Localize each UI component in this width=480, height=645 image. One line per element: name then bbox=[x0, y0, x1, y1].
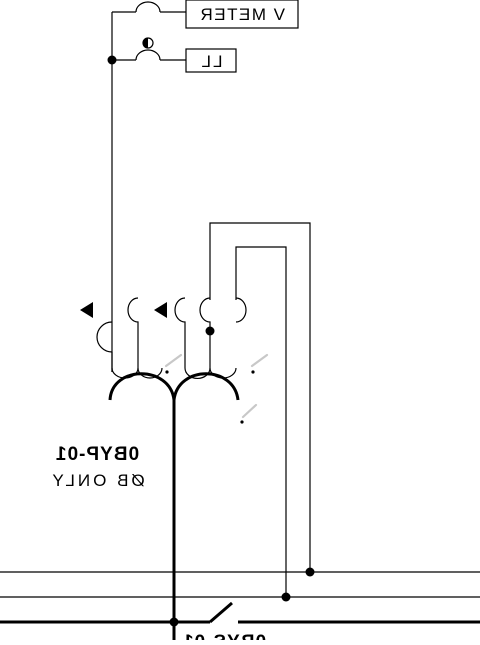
coil-1 bbox=[127, 297, 139, 368]
ground-mark-3 bbox=[241, 403, 258, 419]
ll-label: LL bbox=[200, 52, 223, 71]
ground-mark-1 bbox=[164, 353, 183, 368]
left-ct-leg bbox=[96, 321, 113, 353]
half-moon-symbol bbox=[142, 37, 154, 49]
bus-junction-dot-1 bbox=[305, 567, 315, 577]
coil-junction-dot bbox=[205, 326, 215, 336]
ct-arrow-left bbox=[80, 302, 93, 318]
ground-marks bbox=[164, 353, 269, 419]
bus-junction-dot-2 bbox=[281, 592, 291, 602]
coil-4 bbox=[235, 297, 247, 323]
v-meter-label: V METER bbox=[199, 5, 285, 24]
transformer-winding-right bbox=[172, 372, 240, 401]
meter-coil-arc bbox=[135, 1, 161, 13]
ct-arrow-middle bbox=[154, 302, 167, 318]
ground-mark-2 bbox=[250, 353, 269, 368]
bus-lines bbox=[0, 571, 480, 598]
coil-3 bbox=[199, 297, 211, 368]
meter-junction-dot bbox=[107, 55, 117, 65]
transformer-0byp-01 bbox=[108, 372, 240, 640]
right-inner-loop bbox=[235, 246, 287, 597]
loop-join-2 bbox=[137, 367, 163, 379]
breaker-blade bbox=[209, 601, 233, 624]
transformer-tag: 0BYP-01 bbox=[55, 444, 139, 465]
phase-note: ØB ONLY bbox=[49, 471, 144, 490]
transformer-winding-left bbox=[108, 372, 176, 401]
ground-dots bbox=[165, 370, 255, 424]
secondary-wiring bbox=[111, 222, 311, 597]
winding-coils bbox=[96, 297, 247, 380]
ll-coil-arc bbox=[135, 49, 161, 61]
v-meter-box bbox=[185, 0, 299, 29]
breaker-tag: 0BYS-01 bbox=[182, 632, 266, 640]
right-outer-loop bbox=[209, 222, 311, 572]
coil-2 bbox=[174, 297, 186, 368]
breaker-0bys-01 bbox=[0, 601, 480, 624]
breaker-junction-dot bbox=[169, 617, 179, 627]
ll-box bbox=[185, 48, 237, 73]
loop-join-3 bbox=[184, 367, 211, 380]
